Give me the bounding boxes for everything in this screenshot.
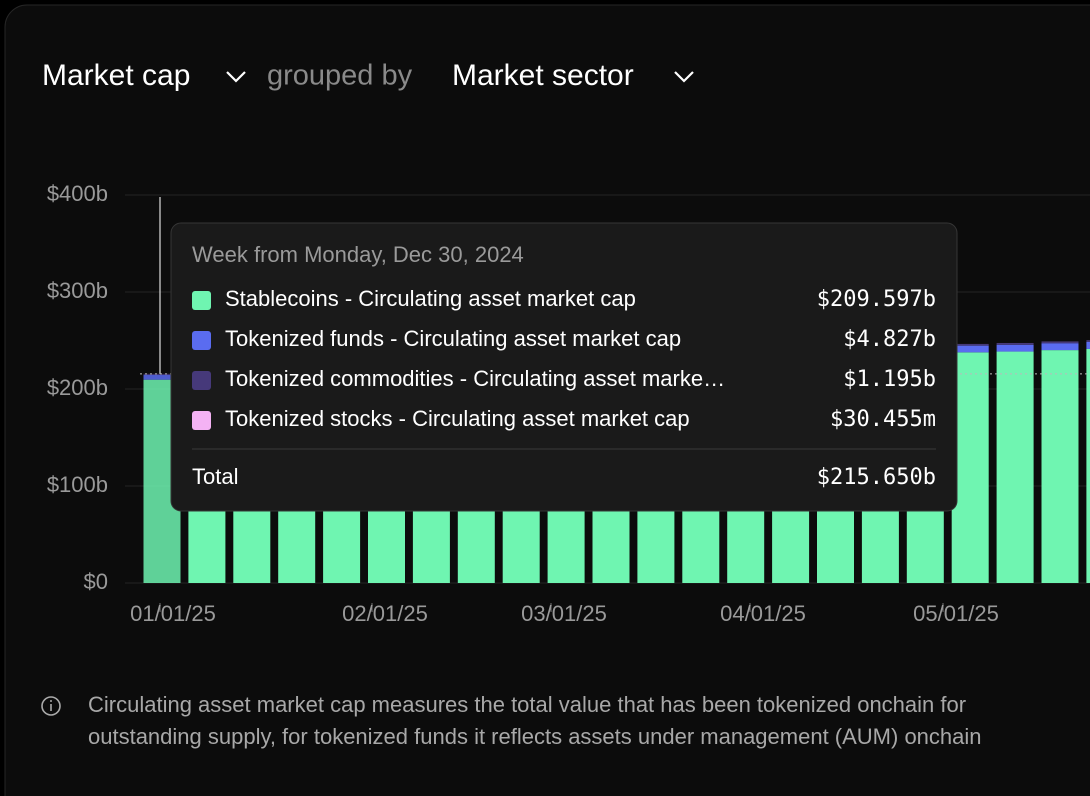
legend-entry: Tokenized stocks - Circulating asset mar… <box>225 406 690 431</box>
group-select[interactable]: Market sector <box>452 59 634 92</box>
bar-segment <box>1041 341 1079 344</box>
connector: grouped by <box>267 60 413 92</box>
x-tick-label: 04/01/25 <box>720 601 806 626</box>
data-label: $209.597b <box>817 287 936 312</box>
data-label: $4.827b <box>843 327 936 352</box>
legend-entry: Tokenized commodities - Circulating asse… <box>225 366 725 391</box>
y-tick-label: $200b <box>47 375 108 400</box>
x-tick-label: 03/01/25 <box>521 601 607 626</box>
chevron[interactable] <box>226 71 246 83</box>
footer-line: outstanding supply, for tokenized funds … <box>88 724 982 749</box>
bar-segment <box>143 375 181 380</box>
data-label: $30.455m <box>830 407 936 432</box>
bar-segment <box>1086 340 1090 342</box>
tooltip: Week from Monday, Dec 30, 2024 Total $21… <box>170 222 958 512</box>
footer-line: Circulating asset market cap measures th… <box>88 692 966 717</box>
legend-swatch <box>192 411 211 430</box>
data-label: $1.195b <box>843 367 936 392</box>
legend-swatch <box>192 291 211 310</box>
tooltip-box <box>170 222 958 512</box>
bar-segment <box>1041 343 1079 351</box>
bar-segment <box>996 343 1034 345</box>
legend-entry: Stablecoins - Circulating asset market c… <box>225 286 636 311</box>
x-tick-label: 02/01/25 <box>342 601 428 626</box>
bar-segment <box>143 373 181 376</box>
info-icon[interactable] <box>41 696 61 716</box>
info-icon <box>50 700 52 702</box>
legend-swatch <box>192 331 211 350</box>
bar-segment <box>996 344 1034 352</box>
chevron[interactable] <box>674 71 694 83</box>
tooltip-title: Week from Monday, Dec 30, 2024 <box>192 242 524 267</box>
metric-select[interactable]: Market cap <box>42 59 190 92</box>
bar-segment <box>996 351 1034 583</box>
y-tick-label: $0 <box>84 569 108 594</box>
bar-segment <box>1086 348 1090 583</box>
total-value: $215.650b <box>817 465 936 490</box>
legend-swatch <box>192 371 211 390</box>
bar-segment <box>1086 341 1090 349</box>
bar-segment <box>951 343 989 346</box>
total-label: Total <box>192 464 238 489</box>
x-tick-label: 01/01/25 <box>130 601 216 626</box>
bar-segment <box>951 352 989 583</box>
bar-segment <box>1041 350 1079 583</box>
y-tick-label: $400b <box>47 181 108 206</box>
x-tick-label: 05/01/25 <box>913 601 999 626</box>
bar-segment <box>951 345 989 353</box>
legend-entry: Tokenized funds - Circulating asset mark… <box>225 326 681 351</box>
y-tick-label: $100b <box>47 472 108 497</box>
y-tick-label: $300b <box>47 278 108 303</box>
